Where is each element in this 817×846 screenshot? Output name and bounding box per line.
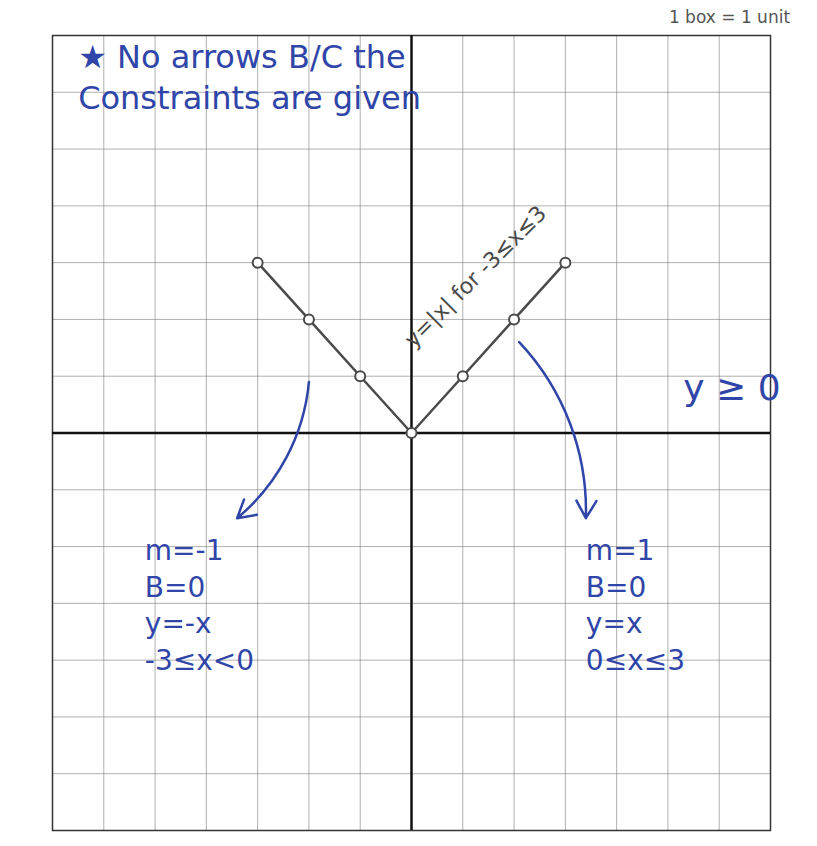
svg-text:m=-1B=0y=-x-3≤x<0: m=-1B=0y=-x-3≤x<0 bbox=[145, 534, 254, 676]
svg-text:1 box = 1 unit: 1 box = 1 unit bbox=[669, 7, 790, 27]
svg-text:m=1B=0y=x0≤x≤3: m=1B=0y=x0≤x≤3 bbox=[586, 534, 685, 676]
svg-text:y=|x| for -3≤x≤3: y=|x| for -3≤x≤3 bbox=[399, 201, 551, 353]
svg-text:★ No arrows B/C theConstraints: ★ No arrows B/C theConstraints are given bbox=[78, 38, 421, 118]
svg-text:y ≥ 0: y ≥ 0 bbox=[683, 367, 780, 408]
